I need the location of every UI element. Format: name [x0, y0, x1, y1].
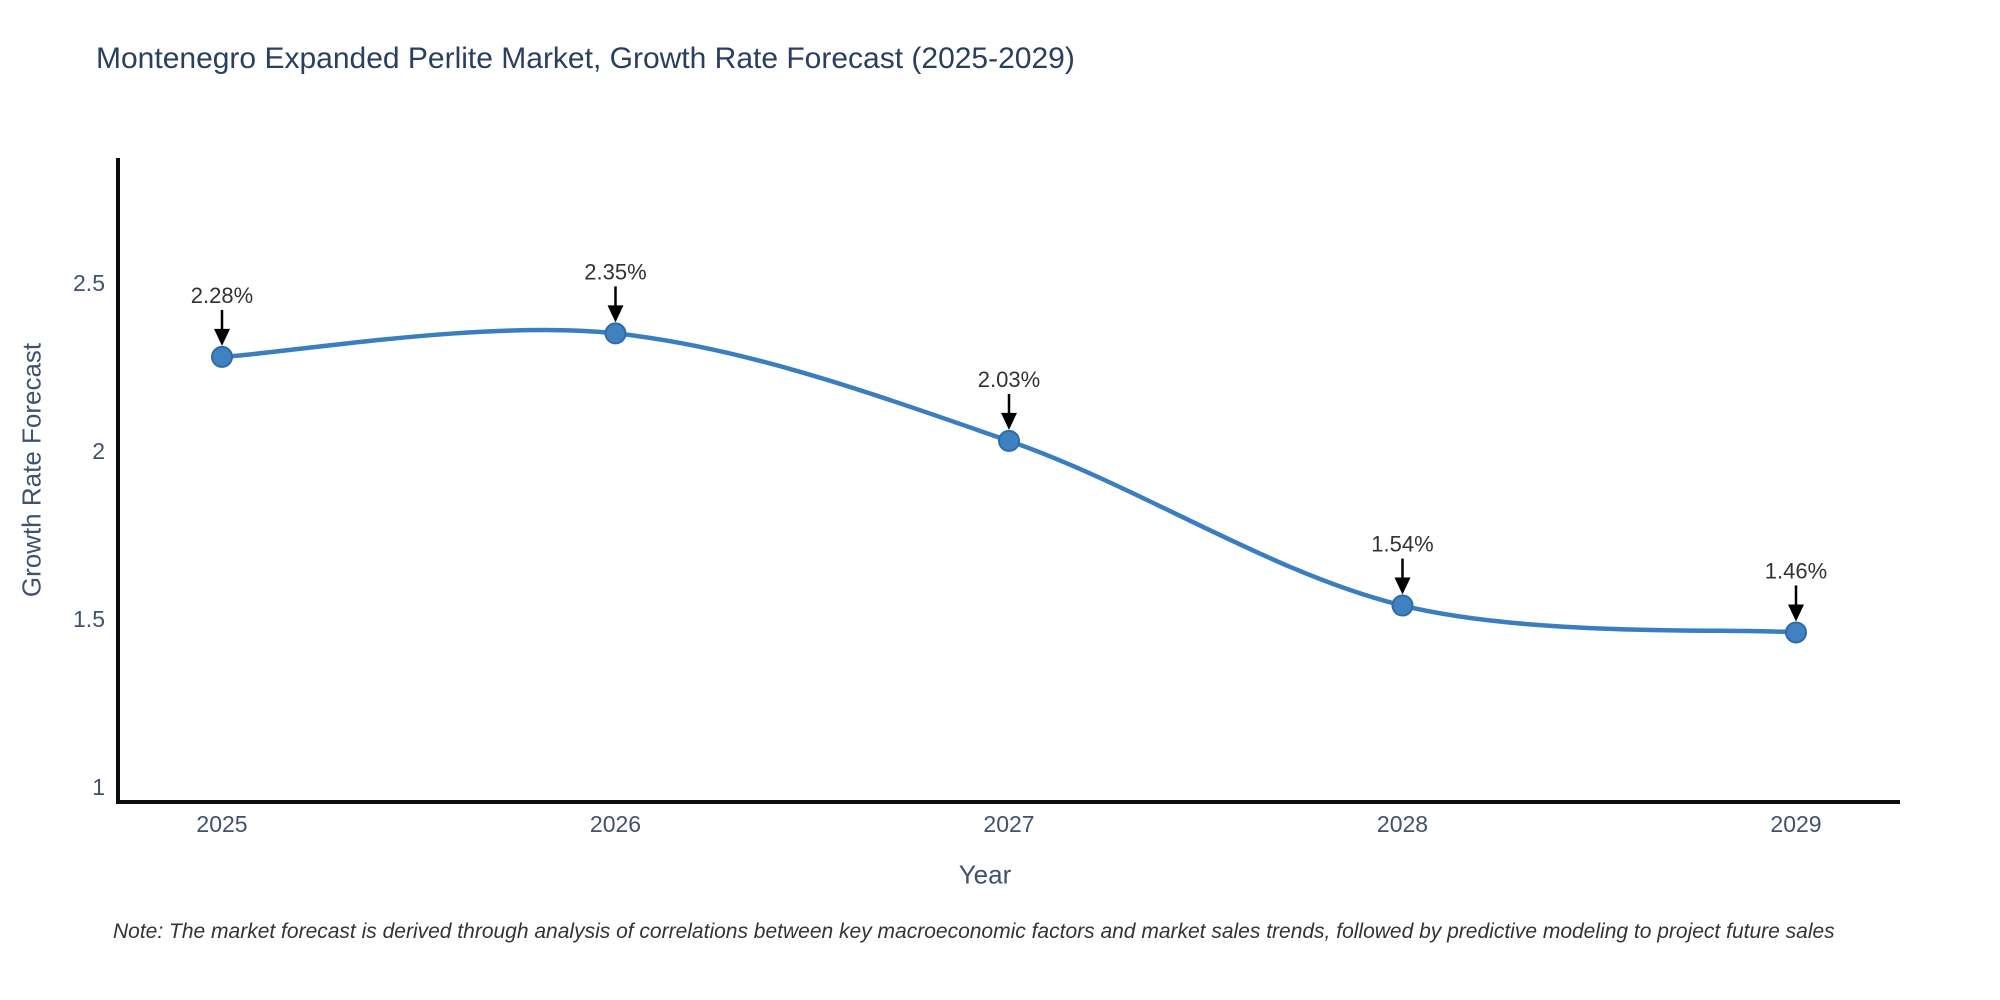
- footnote: Note: The market forecast is derived thr…: [113, 920, 1835, 943]
- annotation-label-2028: 1.54%: [1371, 532, 1433, 557]
- y-tick-label-1-5: 1.5: [73, 606, 105, 632]
- data-point-2025[interactable]: [211, 345, 233, 368]
- annotation-arrowhead-2025: [214, 328, 230, 346]
- annotation-arrowhead-2029: [1788, 604, 1804, 622]
- data-point-2028[interactable]: [1391, 594, 1414, 617]
- x-tick-label-2026: 2026: [590, 811, 641, 837]
- y-tick-label-1: 1: [92, 774, 105, 800]
- annotation-label-2026: 2.35%: [584, 259, 646, 284]
- chart-title: Montenegro Expanded Perlite Market, Grow…: [96, 42, 1075, 75]
- data-point-2026[interactable]: [604, 322, 627, 345]
- annotation-arrowhead-2027: [1001, 412, 1017, 430]
- annotation-arrowhead-2026: [607, 305, 624, 323]
- y-tick-label-2-5: 2.5: [73, 270, 105, 296]
- x-tick-label-2025: 2025: [196, 811, 247, 837]
- x-axis-title: Year: [958, 859, 1012, 890]
- data-point-2027[interactable]: [998, 429, 1020, 452]
- annotation-label-2025: 2.28%: [191, 283, 253, 308]
- annotation-arrowhead-2028: [1394, 577, 1411, 595]
- annotation-label-2029: 1.46%: [1765, 558, 1827, 583]
- y-tick-label-2: 2: [92, 438, 105, 464]
- data-point-2029[interactable]: [1785, 621, 1807, 644]
- x-tick-label-2028: 2028: [1377, 811, 1428, 837]
- x-tick-label-2027: 2027: [983, 811, 1034, 837]
- annotation-label-2027: 2.03%: [978, 367, 1040, 392]
- x-tick-label-2029: 2029: [1770, 811, 1821, 837]
- y-axis-title: Growth Rate Forecast: [16, 342, 47, 598]
